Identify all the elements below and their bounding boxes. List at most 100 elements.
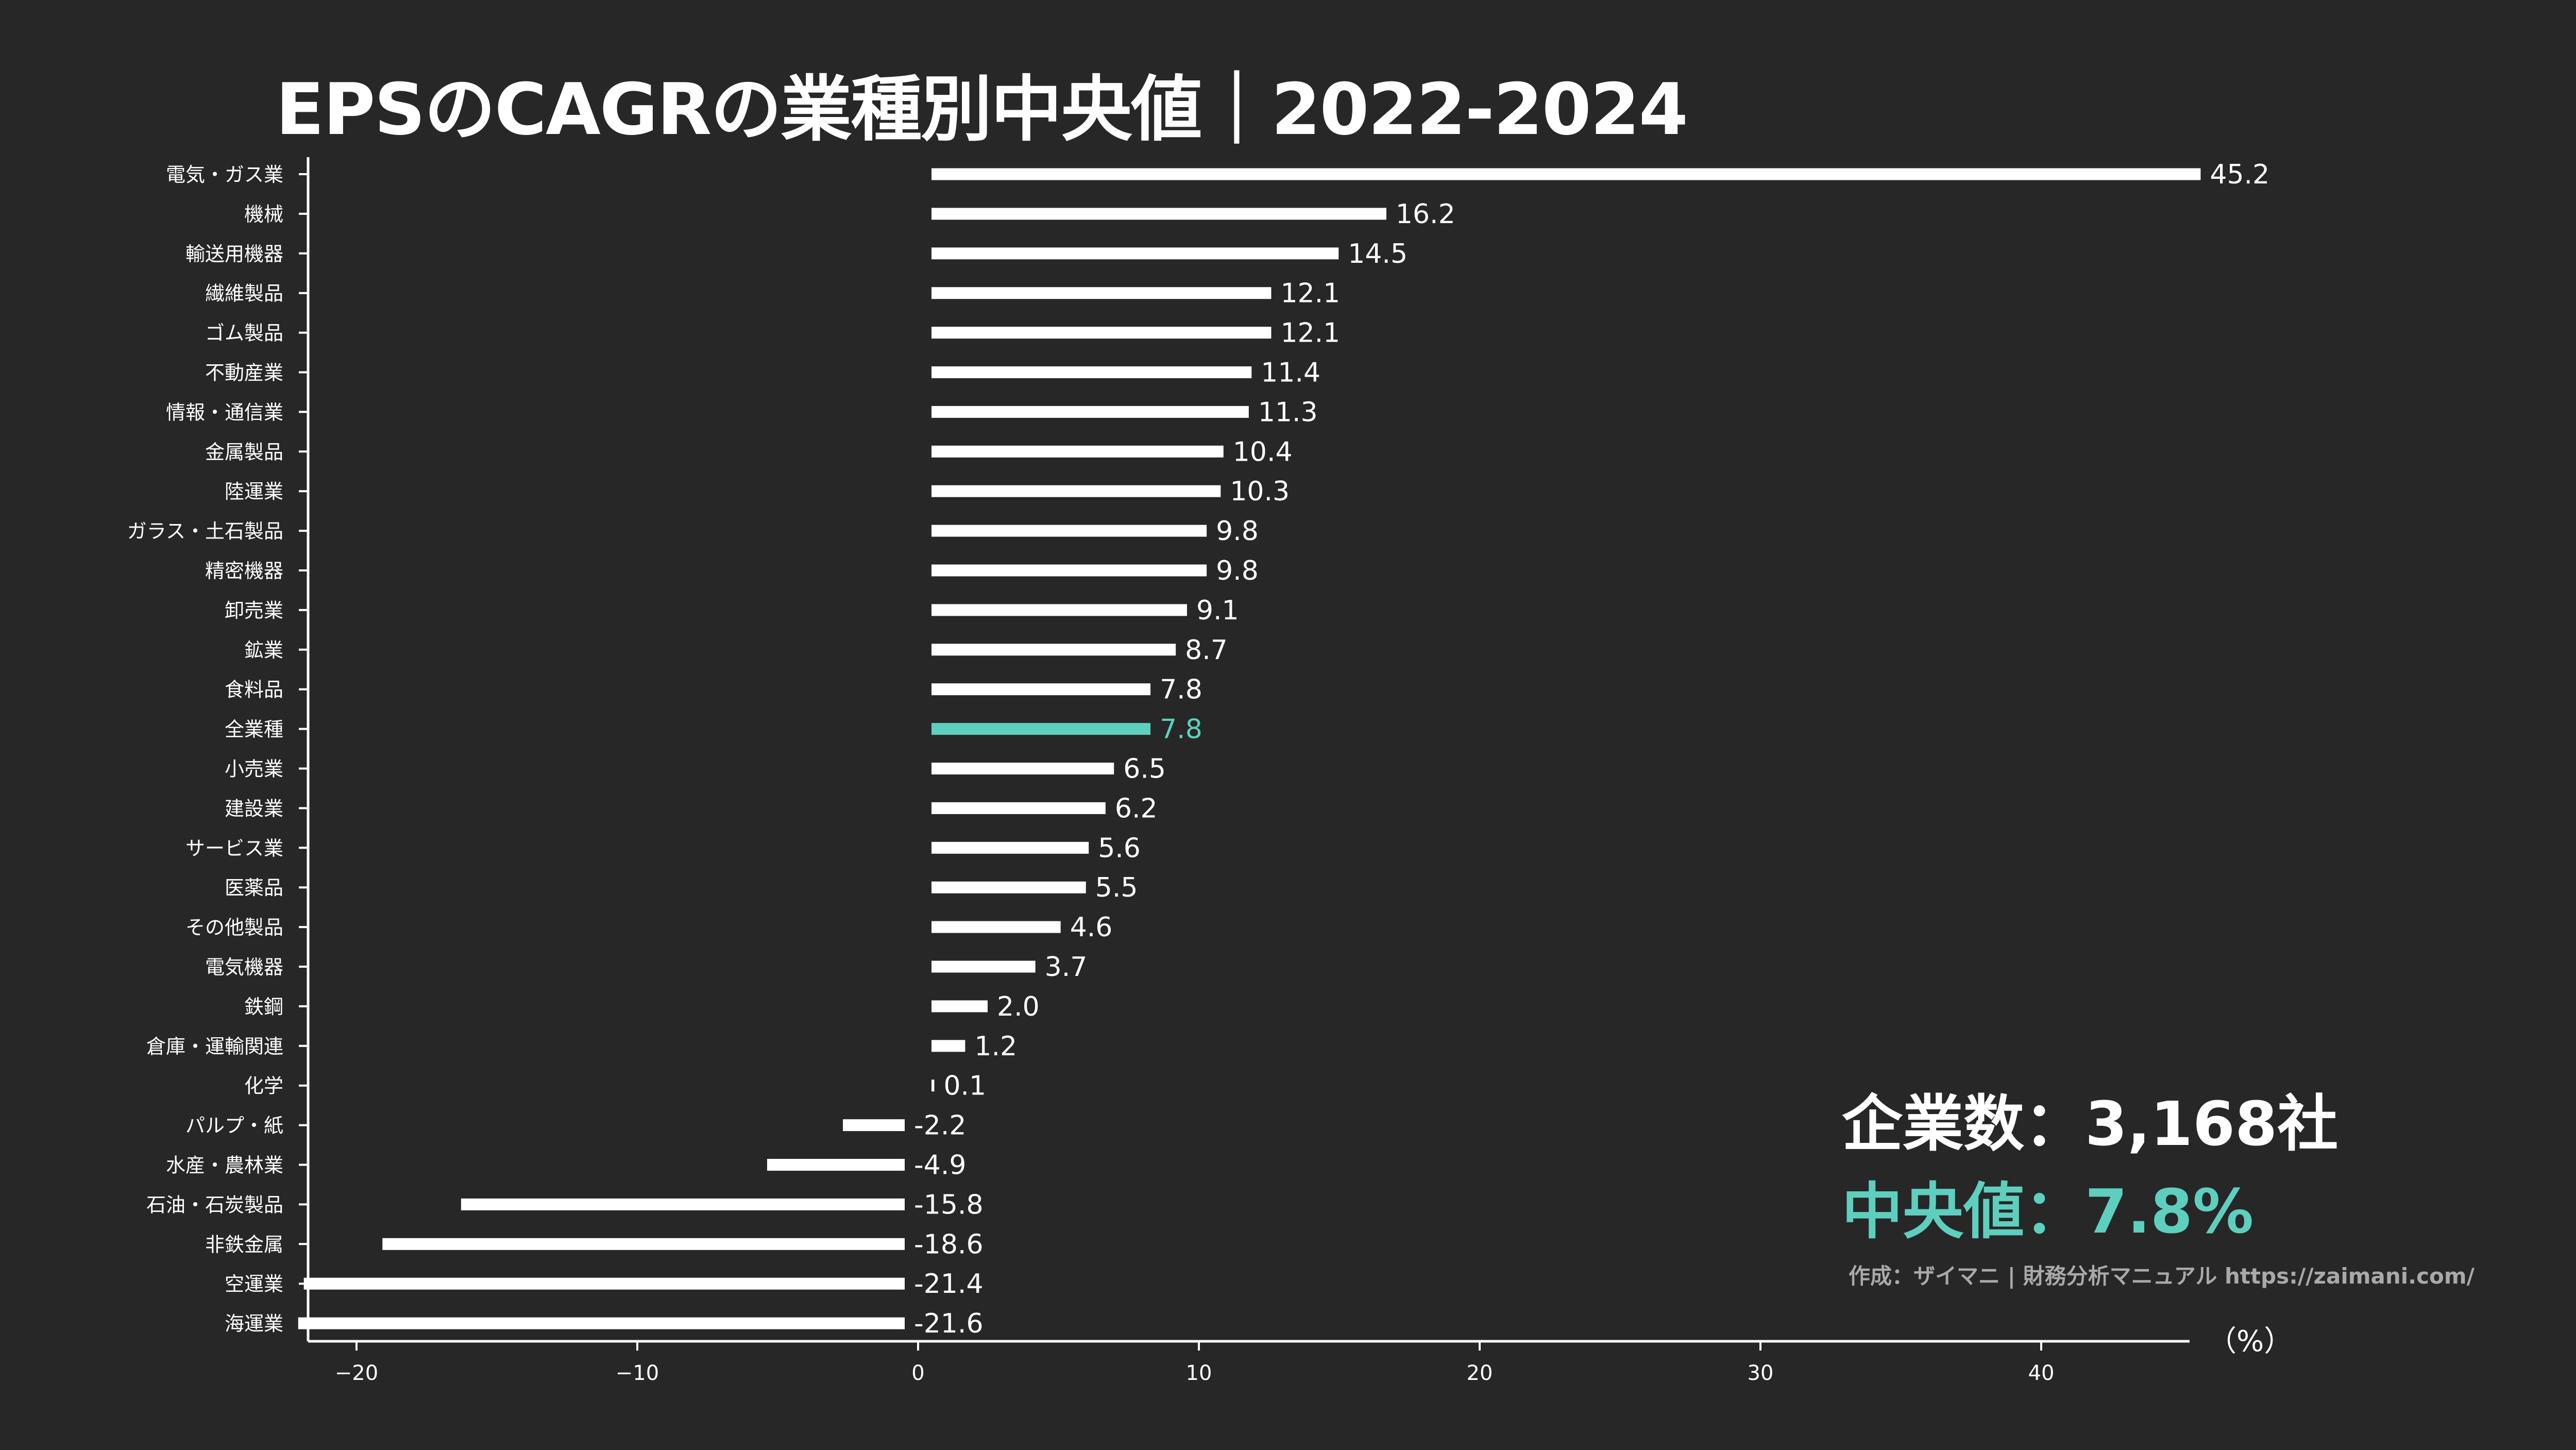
chart-title: EPSのCAGRの業種別中央値｜2022-2024 [276,68,1688,151]
value-label: 10.4 [1233,436,1293,467]
value-label: -18.6 [914,1229,984,1260]
bar [931,406,1249,418]
category-label: 小売業 [225,758,283,781]
category-label: 建設業 [225,797,283,820]
bar [931,841,1089,854]
category-label: 空運業 [225,1273,283,1295]
x-tick-label: 20 [1467,1361,1493,1385]
value-label: 10.3 [1230,476,1290,507]
value-label: 11.3 [1258,397,1318,428]
value-label: 16.2 [1396,199,1455,230]
bar [767,1159,905,1171]
value-label: 2.0 [997,991,1040,1022]
value-label: -2.2 [914,1110,966,1141]
bar [931,802,1106,814]
value-label: 7.8 [1160,675,1202,705]
x-tick-label: −10 [616,1361,659,1385]
value-label: -4.9 [914,1150,966,1181]
bar [843,1119,905,1132]
category-label: 機械 [244,203,283,226]
x-tick-label: −20 [335,1361,378,1385]
bar [931,1040,965,1052]
company-count-label: 企業数：3,168社 [1842,1088,2338,1159]
bar [931,763,1114,774]
bar [931,327,1272,339]
category-label: 食料品 [225,679,283,701]
value-label: 6.5 [1123,754,1166,785]
bar [931,564,1207,577]
category-label: ガラス・土石製品 [127,520,283,543]
x-tick-label: 30 [1748,1361,1774,1385]
value-label: 12.1 [1280,318,1340,349]
value-label: 0.1 [943,1071,986,1102]
bar [931,485,1221,497]
value-label: -21.6 [914,1308,984,1339]
category-label: 電気機器 [205,956,283,979]
bar [461,1198,905,1210]
bar [931,287,1272,299]
bar [931,445,1224,458]
category-label: パルプ・紙 [185,1115,283,1137]
category-label: 電気・ガス業 [166,163,283,186]
median-label: 中央値：7.8% [1842,1176,2254,1247]
value-label: 6.2 [1115,793,1158,824]
category-label: 鉱業 [244,639,283,662]
category-label: 繊維製品 [205,282,283,305]
credit-text: 作成：ザイマニ | 財務分析マニュアル https://zaimani.com/ [1849,1263,2475,1289]
bar [298,1317,905,1329]
value-label: 9.1 [1196,595,1239,626]
category-label: 医薬品 [225,876,283,899]
bar [931,1000,988,1013]
value-label: 5.5 [1095,872,1138,903]
value-label: 7.8 [1160,714,1202,745]
category-label: サービス業 [185,837,283,859]
category-label: 水産・農林業 [166,1154,283,1177]
bar [931,921,1061,933]
value-label: 11.4 [1261,358,1320,389]
category-label: ゴム製品 [205,322,283,345]
value-label: 1.2 [974,1031,1017,1062]
bar [303,1277,905,1290]
bar [931,604,1187,616]
x-axis-unit-label: （%） [2208,1325,2293,1358]
value-label: -15.8 [914,1189,984,1220]
category-label: 化学 [244,1075,283,1098]
value-label: 45.2 [2210,159,2269,190]
category-label: 石油・石炭製品 [146,1193,283,1216]
bar [931,683,1151,696]
bar [931,960,1036,973]
value-label: 9.8 [1216,555,1259,586]
category-label: その他製品 [185,916,283,939]
value-label: -21.4 [914,1269,984,1300]
category-label: 陸運業 [225,480,283,503]
category-label: 輸送用機器 [185,243,283,265]
value-label: 5.6 [1098,833,1141,864]
value-label: 12.1 [1280,278,1340,309]
value-label: 3.7 [1045,952,1088,983]
bar [931,723,1151,735]
category-label: 不動産業 [205,362,283,384]
bar [382,1238,905,1250]
category-label: 金属製品 [205,441,283,463]
category-label: 倉庫・運輸関連 [146,1035,283,1058]
x-tick-label: 40 [2028,1361,2055,1385]
category-label: 海運業 [225,1312,283,1335]
category-label: 精密機器 [205,560,283,582]
category-label: 全業種 [225,718,283,741]
bar [931,247,1339,260]
bar [931,525,1207,537]
x-tick-label: 0 [911,1361,924,1385]
value-label: 14.5 [1348,239,1408,269]
bar [931,168,2201,180]
category-label: 非鉄金属 [205,1233,283,1256]
category-label: 卸売業 [225,599,283,622]
value-label: 9.8 [1216,516,1259,547]
x-tick-label: 10 [1186,1361,1212,1385]
category-label: 鉄鋼 [244,996,283,1018]
value-label: 4.6 [1070,912,1113,943]
bar [931,644,1176,656]
bar [931,881,1086,893]
bar [931,366,1252,378]
